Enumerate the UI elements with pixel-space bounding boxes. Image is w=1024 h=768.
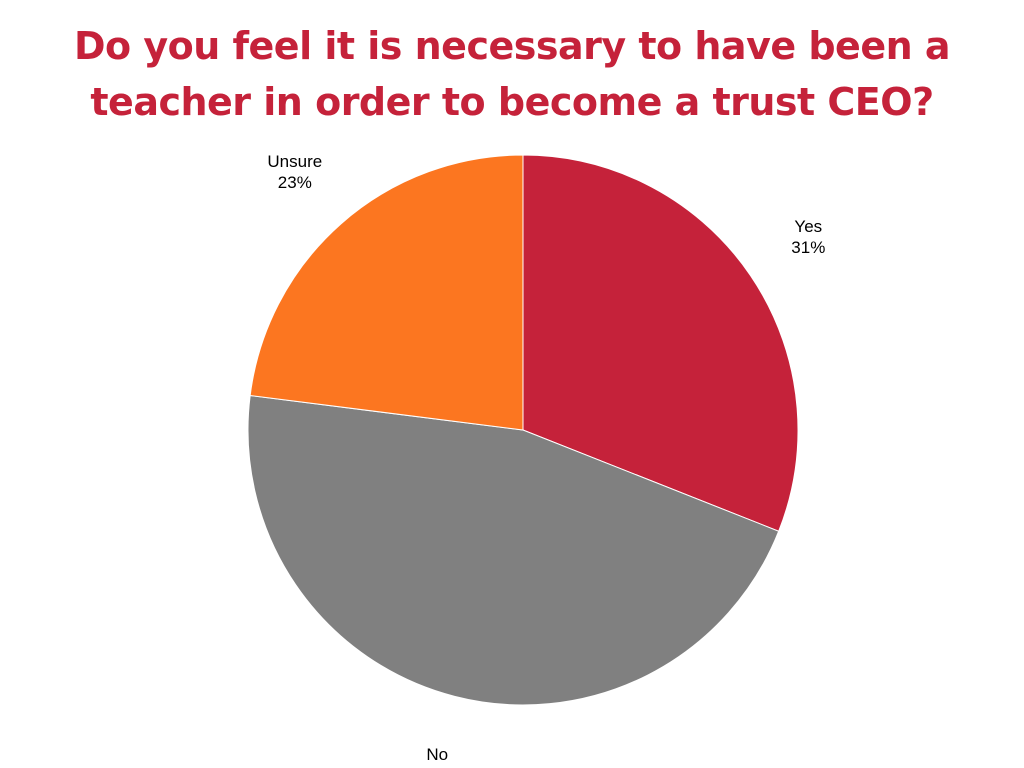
slice-value-unsure: 23% xyxy=(278,173,312,192)
slice-value-no: 46% xyxy=(420,766,454,768)
pie-slice-yes xyxy=(522,154,799,532)
slice-label-unsure: Unsure xyxy=(267,152,322,171)
slice-value-yes: 31% xyxy=(791,238,825,257)
slice-label-yes: Yes xyxy=(794,217,822,236)
chart-title: Do you feel it is necessary to have been… xyxy=(0,18,1024,130)
chart-title-line-2: teacher in order to become a trust CEO? xyxy=(90,80,934,124)
pie-labels: Yes 31% No 46% Unsure 23% xyxy=(267,152,825,768)
pie-slices xyxy=(247,154,799,706)
pie-slice-no xyxy=(247,394,780,706)
slice-label-no: No xyxy=(426,745,448,764)
pie-slice-unsure xyxy=(249,154,524,431)
chart-title-line-1: Do you feel it is necessary to have been… xyxy=(73,24,951,68)
